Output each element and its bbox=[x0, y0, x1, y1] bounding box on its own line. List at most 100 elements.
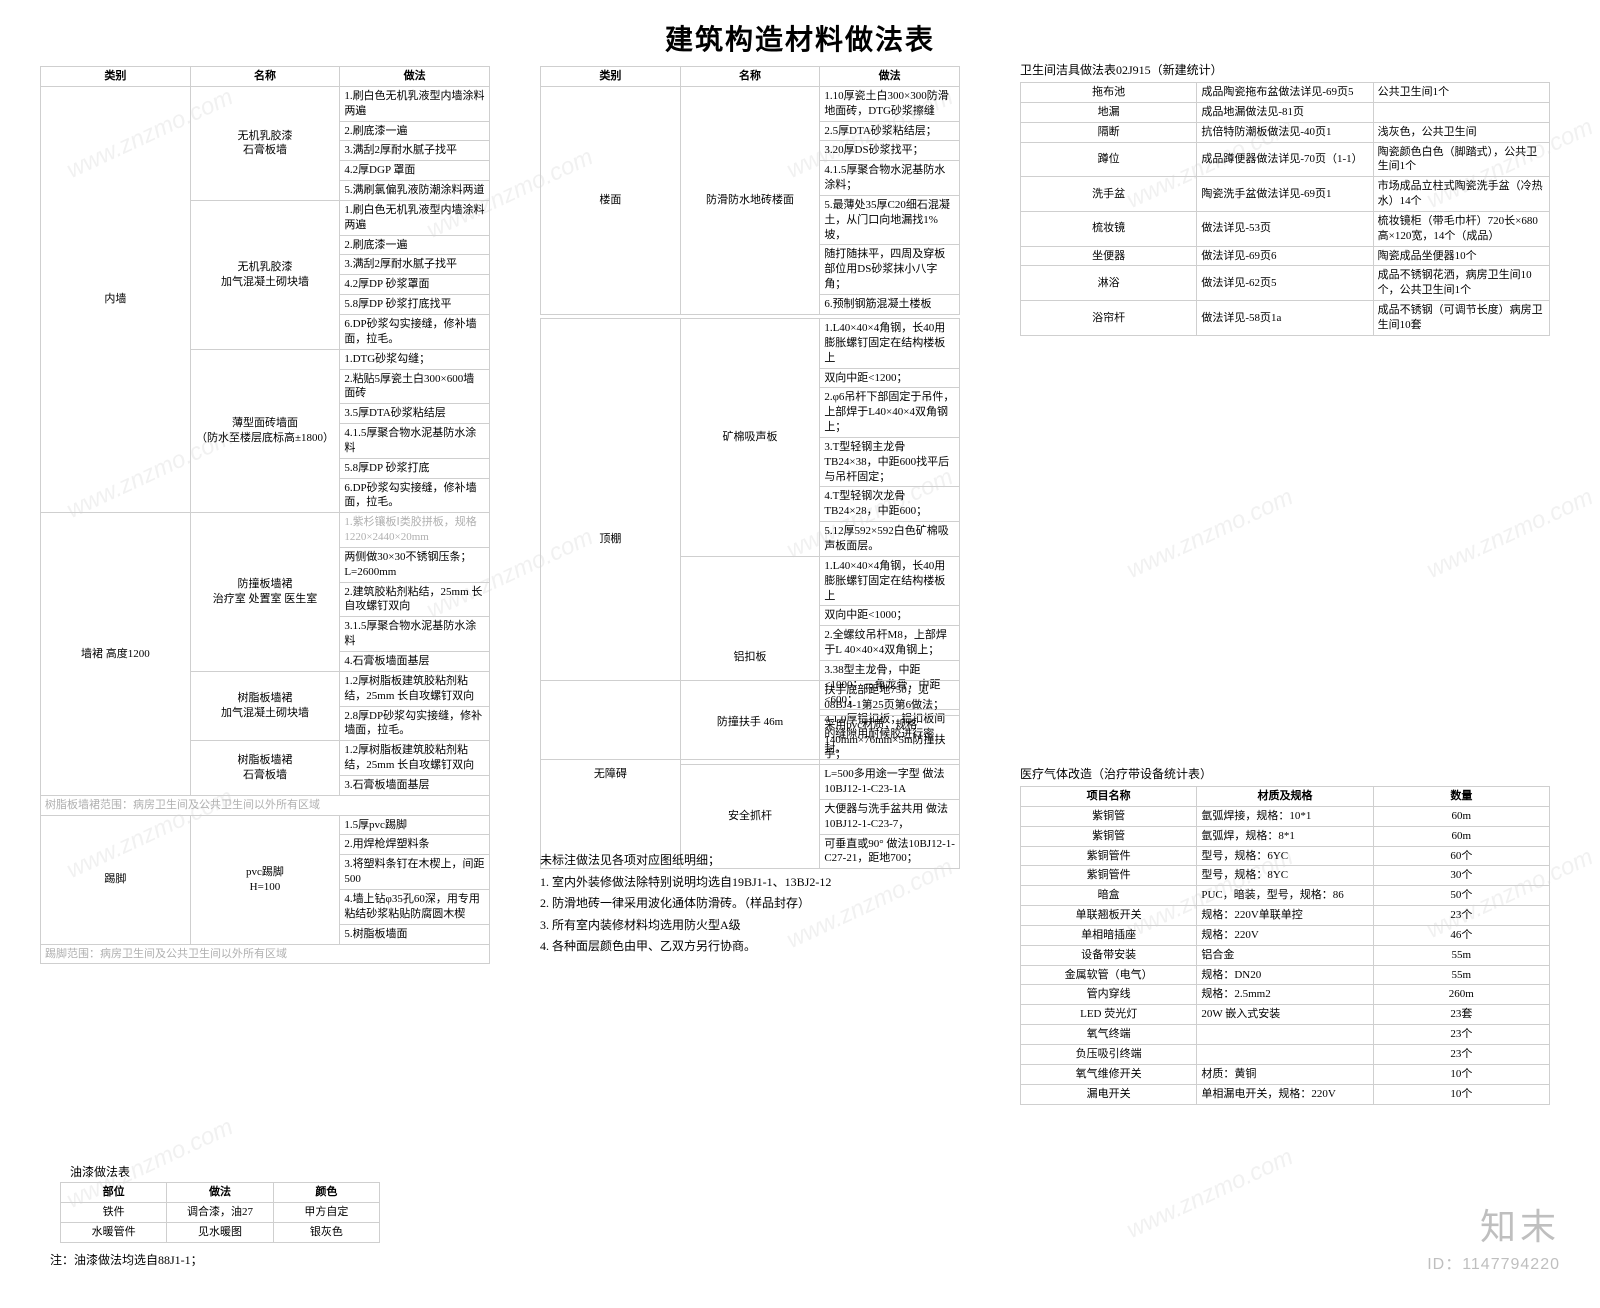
cell: 50个 bbox=[1373, 886, 1549, 906]
cell: 紫铜管 bbox=[1021, 806, 1197, 826]
cell: 地漏 bbox=[1021, 102, 1197, 122]
cell: 5.满刷氯偏乳液防潮涂料两道 bbox=[340, 181, 490, 201]
cell: PUC，暗装，型号，规格：86 bbox=[1197, 886, 1373, 906]
cell: 5.最薄处35厚C20细石混凝土，从门口向地漏找1%坡， bbox=[820, 195, 960, 245]
cell: 3.将塑料条钉在木楔上，间距500 bbox=[340, 855, 490, 890]
cell: 2.8厚DP砂浆勾实接缝，修补墙面，拉毛。 bbox=[340, 706, 490, 741]
cell: 暗盒 bbox=[1021, 886, 1197, 906]
cell: 规格：220V bbox=[1197, 925, 1373, 945]
cell: 4.1.5厚聚合物水泥基防水涂料； bbox=[820, 161, 960, 196]
cell: 扶手底部距地750，见08BJ4-1第25页第6做法； bbox=[820, 681, 960, 716]
cell: 做法详见-62页5 bbox=[1197, 266, 1373, 301]
cell: 1.10厚瓷土白300×300防滑地面砖，DTG砂浆擦缝 bbox=[820, 86, 960, 121]
cell: 规格：2.5mm2 bbox=[1197, 985, 1373, 1005]
cell: 氧气终端 bbox=[1021, 1025, 1197, 1045]
cell: 3.满刮2厚耐水腻子找平 bbox=[340, 141, 490, 161]
watermark: www.znzmo.com bbox=[1423, 483, 1598, 584]
cell: 薄型面砖墙面（防水至楼层底标高±1800） bbox=[190, 349, 340, 513]
cell: 2.刷底漆一遍 bbox=[340, 235, 490, 255]
cell: 名称 bbox=[190, 67, 340, 87]
cell: 浅灰色，公共卫生间 bbox=[1373, 122, 1549, 142]
cell: 陶瓷成品坐便器10个 bbox=[1373, 246, 1549, 266]
cell: 做法 bbox=[820, 67, 960, 87]
cell: 60m bbox=[1373, 806, 1549, 826]
notes-item: 2. 防滑地砖一律采用波化通体防滑砖。（样品封存） bbox=[540, 893, 960, 915]
cell: 规格：220V单联单控 bbox=[1197, 906, 1373, 926]
cell: 树脂板墙裙范围：病房卫生间及公共卫生间以外所有区域 bbox=[41, 795, 490, 815]
cell: 梳妆镜柜（带毛巾杆）720长×680高×120宽，14个（成品） bbox=[1373, 211, 1549, 246]
cell: 设备带安装 bbox=[1021, 945, 1197, 965]
cell: 单相暗插座 bbox=[1021, 925, 1197, 945]
cell: 4.2厚DP 砂浆罩面 bbox=[340, 275, 490, 295]
cell: 成品地漏做法见-81页 bbox=[1197, 102, 1373, 122]
cell: 2.全螺纹吊杆M8，上部焊于L 40×40×4双角钢上； bbox=[820, 626, 960, 661]
cell: 6.预制钢筋混凝土楼板 bbox=[820, 294, 960, 314]
cell: 两侧做30×30不锈钢压条；L=2600mm bbox=[340, 547, 490, 582]
cell: 紫铜管件 bbox=[1021, 866, 1197, 886]
cell: 4.1.5厚聚合物水泥基防水涂料 bbox=[340, 424, 490, 459]
cell: 55m bbox=[1373, 945, 1549, 965]
cell: 1.L40×40×4角钢，长40用膨胀螺钉固定在结构楼板上 bbox=[820, 319, 960, 369]
cell: 260m bbox=[1373, 985, 1549, 1005]
cell: 3.20厚DS砂浆找平； bbox=[820, 141, 960, 161]
cell: 型号，规格：8YC bbox=[1197, 866, 1373, 886]
cell: 负压吸引终端 bbox=[1021, 1044, 1197, 1064]
cell: 无机乳胶漆石膏板墙 bbox=[190, 86, 340, 200]
cell: 双向中距<1200； bbox=[820, 368, 960, 388]
cell: 名称 bbox=[680, 67, 820, 87]
cell: 无机乳胶漆加气混凝土砌块墙 bbox=[190, 200, 340, 349]
cell: 23个 bbox=[1373, 906, 1549, 926]
cell: 单相漏电开关，规格：220V bbox=[1197, 1084, 1373, 1104]
cell: 成品不锈钢花洒，病房卫生间10个，公共卫生间1个 bbox=[1373, 266, 1549, 301]
cell: 4.2厚DGP 罩面 bbox=[340, 161, 490, 181]
watermark: www.znzmo.com bbox=[1123, 1143, 1298, 1244]
cell: 双向中距<1000； bbox=[820, 606, 960, 626]
cell: 4.墙上钻φ35孔60深，用专用粘结砂浆粘贴防腐圆木楔 bbox=[340, 889, 490, 924]
cell: 2.粘贴5厚瓷土白300×600墙面砖 bbox=[340, 369, 490, 404]
cell: 2.用焊枪焊塑料条 bbox=[340, 835, 490, 855]
cell: 树脂板墙裙石膏板墙 bbox=[190, 741, 340, 796]
cell: 市场成品立柱式陶瓷洗手盆（冷热水）14个 bbox=[1373, 177, 1549, 212]
cell: 做法详见-58页1a bbox=[1197, 301, 1373, 336]
cell: 踢脚 bbox=[41, 815, 191, 944]
cell: 1.刷白色无机乳液型内墙涂料两遍 bbox=[340, 200, 490, 235]
cell: 淋浴 bbox=[1021, 266, 1197, 301]
brand-name: 知末 bbox=[1427, 1198, 1560, 1250]
cell: 抗倍特防潮板做法见-40页1 bbox=[1197, 122, 1373, 142]
cell: 2.φ6吊杆下部固定于吊件，上部焊于L40×40×4双角钢上； bbox=[820, 388, 960, 438]
cell: 做法详见-69页6 bbox=[1197, 246, 1373, 266]
table-gas: 项目名称材质及规格数量紫铜管氩弧焊接，规格：10*160m紫铜管氩弧焊，规格：8… bbox=[1020, 786, 1550, 1105]
table-left: 类别名称做法内墙无机乳胶漆石膏板墙1.刷白色无机乳液型内墙涂料两遍2.刷底漆一遍… bbox=[40, 66, 490, 964]
cell: 23个 bbox=[1373, 1025, 1549, 1045]
cell: 防撞扶手 46m bbox=[680, 681, 820, 765]
watermark: www.znzmo.com bbox=[1123, 483, 1298, 584]
cell: 5.8厚DP 砂浆打底 bbox=[340, 458, 490, 478]
cell: 3.5厚DTA砂浆粘结层 bbox=[340, 404, 490, 424]
cell: 成品陶瓷拖布盆做法详见-69页5 bbox=[1197, 83, 1373, 103]
cell: 采用pvc材质，规格140mm×76mm×5m防撞扶手； bbox=[820, 715, 960, 765]
cell: 6.DP砂浆勾实接缝，修补墙面，拉毛。 bbox=[340, 478, 490, 513]
notes-item: 1. 室内外装修做法除特别说明均选自19BJ1-1、13BJ2-12 bbox=[540, 872, 960, 894]
cell: 3.1.5厚聚合物水泥基防水涂料 bbox=[340, 617, 490, 652]
cell: 见水暖图 bbox=[167, 1222, 273, 1242]
cell: 氧气维修开关 bbox=[1021, 1064, 1197, 1084]
cell: 内墙 bbox=[41, 86, 191, 512]
cell: 60m bbox=[1373, 826, 1549, 846]
cell: 3.石膏板墙面基层 bbox=[340, 775, 490, 795]
cell: 部位 bbox=[61, 1183, 167, 1203]
table-middle-floor: 类别名称做法楼面防滑防水地砖楼面1.10厚瓷土白300×300防滑地面砖，DTG… bbox=[540, 66, 960, 315]
cell: 单联翘板开关 bbox=[1021, 906, 1197, 926]
cell: 3.T型轻钢主龙骨TB24×38，中距600找平后与吊杆固定； bbox=[820, 437, 960, 487]
cell: 楼面 bbox=[541, 86, 681, 314]
cell: 隔断 bbox=[1021, 122, 1197, 142]
cell: 材质及规格 bbox=[1197, 787, 1373, 807]
cell: 4.T型轻钢次龙骨TB24×28，中距600； bbox=[820, 487, 960, 522]
cell: 梳妆镜 bbox=[1021, 211, 1197, 246]
cell: 5.12厚592×592白色矿棉吸声板面层。 bbox=[820, 522, 960, 557]
cell: 银灰色 bbox=[273, 1222, 379, 1242]
table-sanitary: 拖布池成品陶瓷拖布盆做法详见-69页5公共卫生间1个地漏成品地漏做法见-81页隔… bbox=[1020, 82, 1550, 336]
cell: 坐便器 bbox=[1021, 246, 1197, 266]
cell: 2.5厚DTA砂浆粘结层； bbox=[820, 121, 960, 141]
cell: pvc踢脚H=100 bbox=[190, 815, 340, 944]
brand-id: ID：1147794220 bbox=[1427, 1250, 1560, 1274]
